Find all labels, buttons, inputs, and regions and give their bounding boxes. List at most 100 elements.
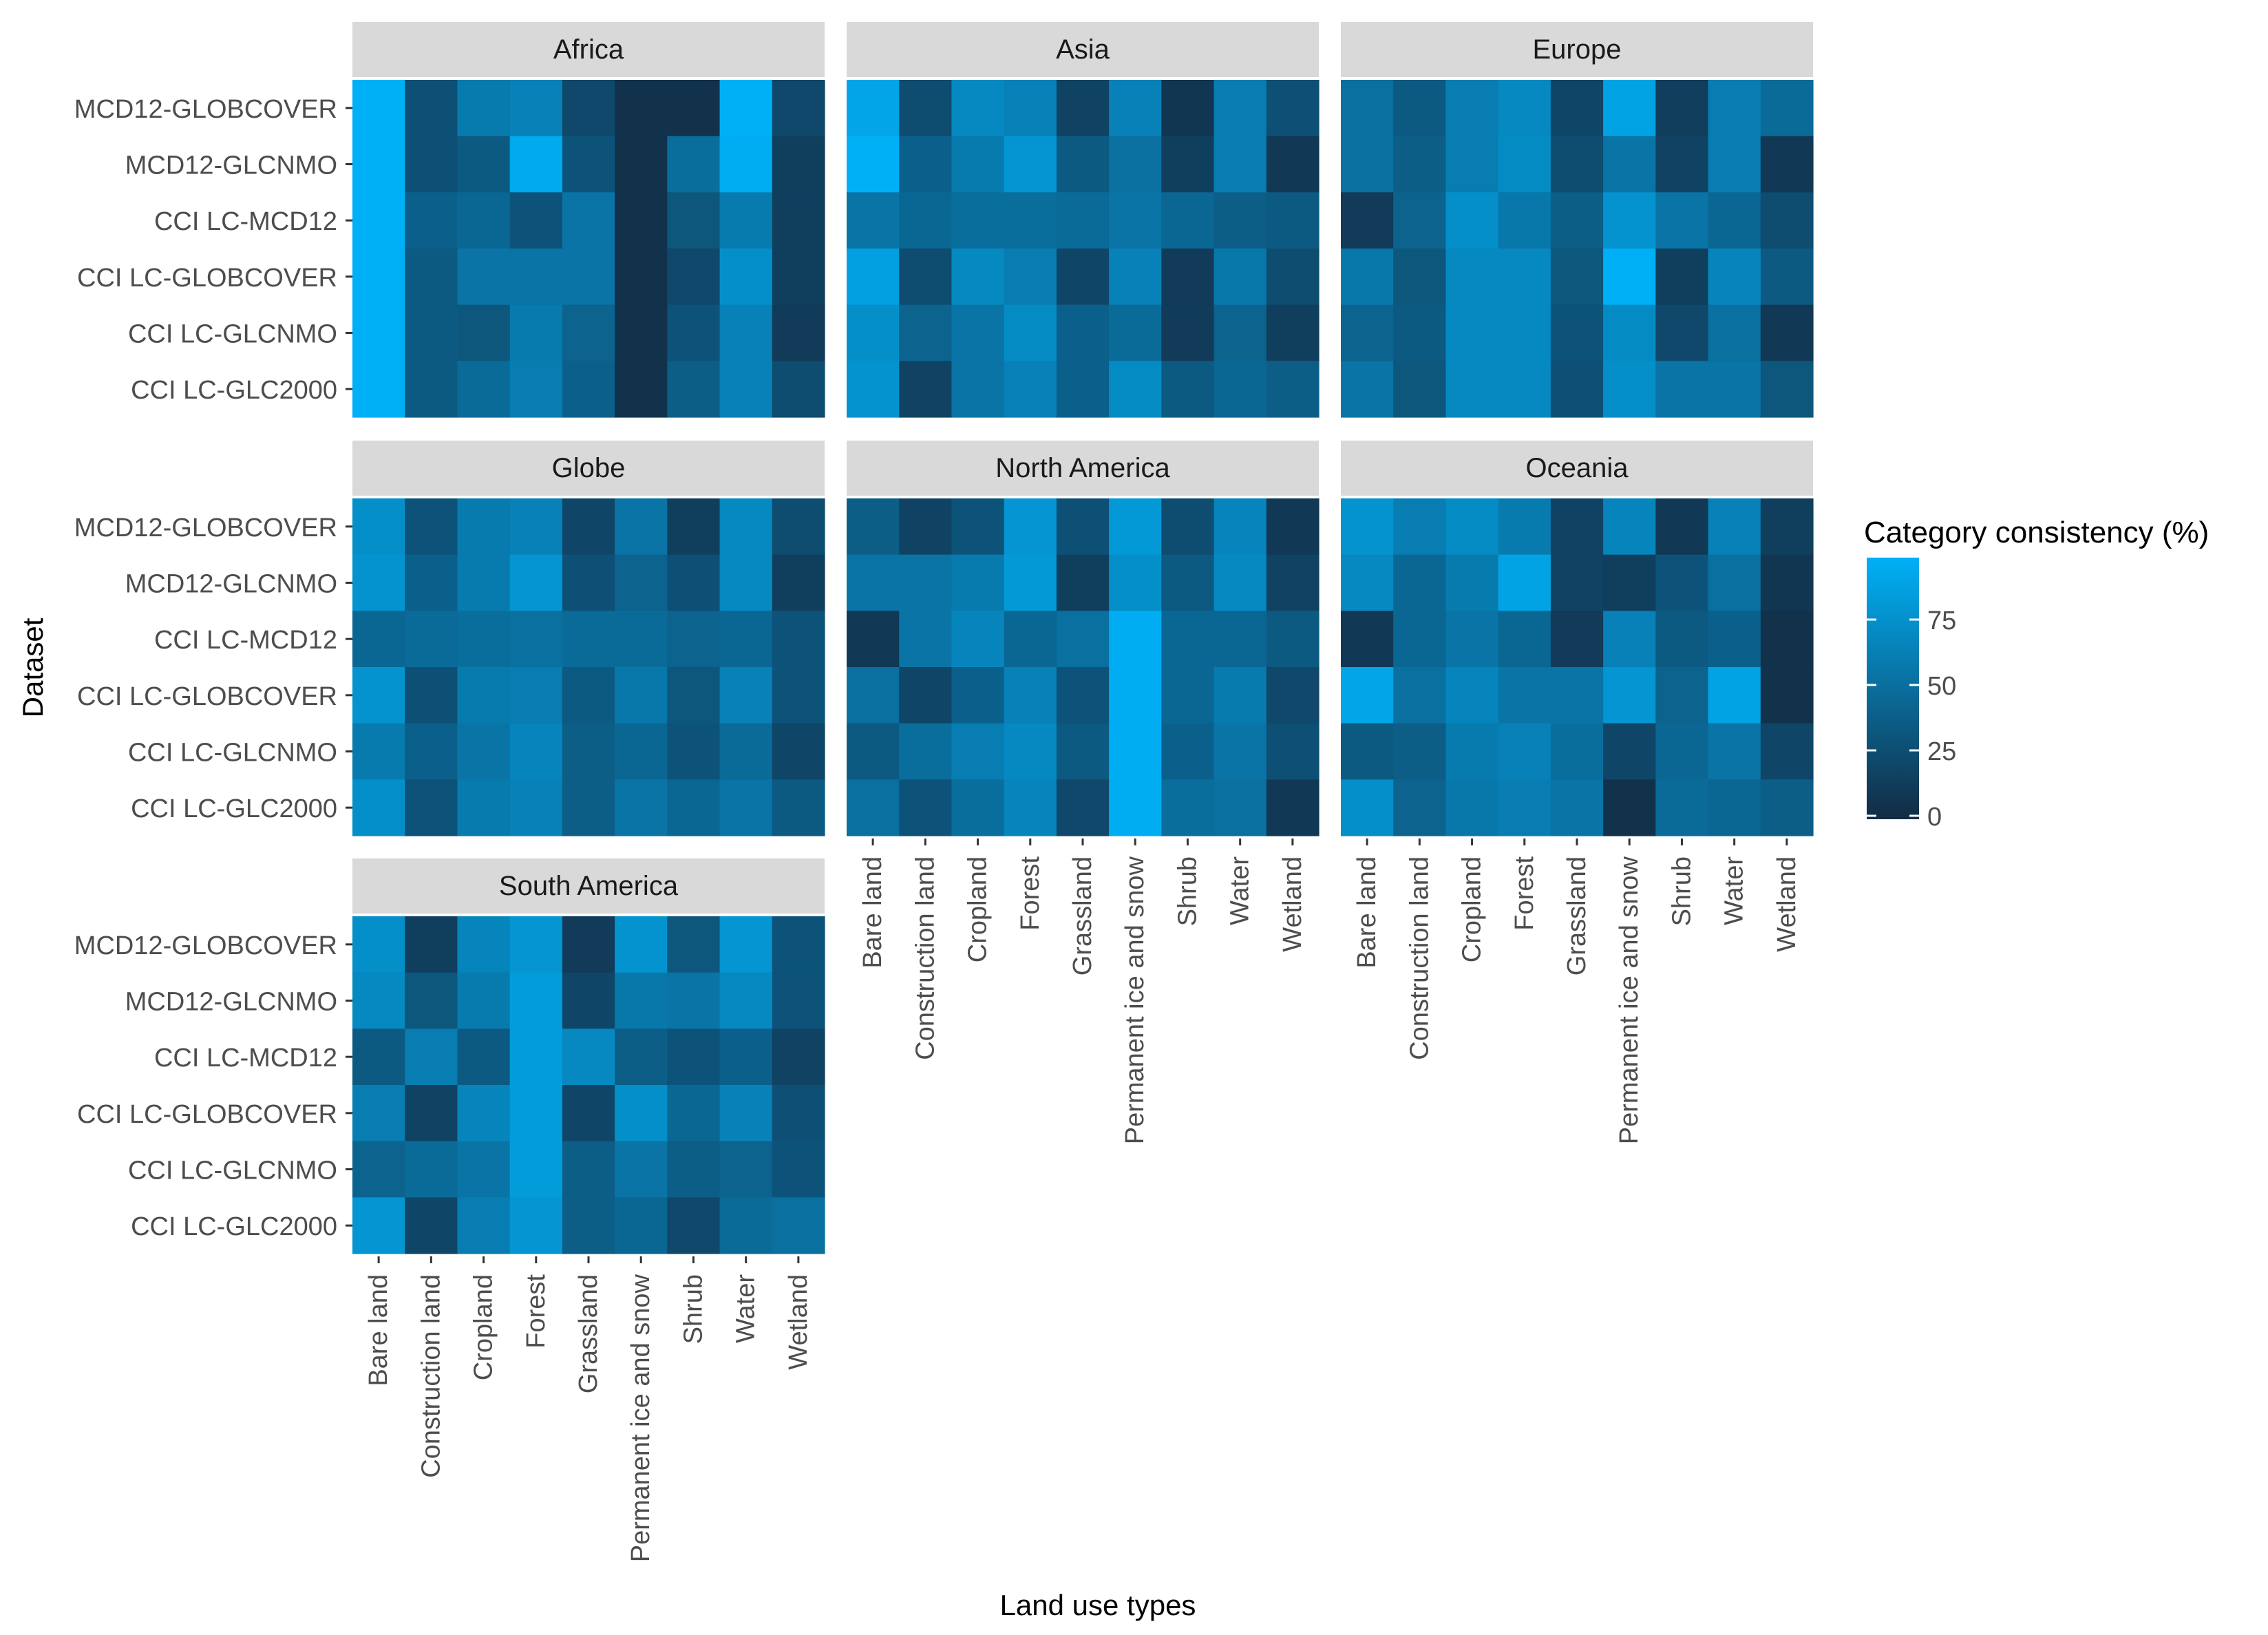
- x-tick-label: Bare land: [858, 856, 887, 969]
- heatmap-cell: [719, 554, 773, 611]
- heatmap-cell: [562, 554, 615, 611]
- heatmap-cell: [719, 972, 773, 1029]
- heatmap-cell: [899, 361, 953, 418]
- heatmap-cell: [1708, 554, 1761, 611]
- heatmap-cell: [667, 916, 721, 973]
- heatmap-cell: [951, 361, 1005, 418]
- heatmap-cell: [719, 1029, 773, 1086]
- heatmap-cell: [1056, 80, 1110, 137]
- heatmap-cell: [615, 1197, 668, 1254]
- heatmap-cell: [405, 136, 458, 193]
- facet-strip: [352, 22, 825, 77]
- panel-oceania: Oceania Bare land Construction land Croplan…: [1341, 441, 1814, 1144]
- heatmap-cell: [1550, 304, 1604, 361]
- heatmap-cell: [719, 667, 773, 724]
- heatmap-cell: [1498, 304, 1551, 361]
- legend-tick-label: 75: [1927, 606, 1956, 635]
- heatmap-cell: [615, 1029, 668, 1086]
- heatmap-cell: [1708, 723, 1761, 780]
- heatmap-cell: [1393, 80, 1447, 137]
- heatmap-cell: [1004, 249, 1057, 306]
- heatmap-cell: [772, 1197, 825, 1254]
- heatmap-cell: [1498, 554, 1551, 611]
- heatmap-cell: [352, 779, 405, 836]
- heatmap-cell: [352, 136, 405, 193]
- heatmap-cell: [847, 723, 900, 780]
- heatmap-cell: [405, 667, 458, 724]
- x-tick-label: Permanent ice and snow: [1121, 856, 1149, 1144]
- color-legend: Category consistency (%) 0 25 50 75: [1864, 516, 2209, 832]
- heatmap-cell: [719, 1197, 773, 1254]
- heatmap-cell: [615, 667, 668, 724]
- y-tick-label: MCD12-GLOBCOVER: [74, 95, 337, 124]
- heatmap-cell: [772, 972, 825, 1029]
- heatmap-cell: [615, 136, 668, 193]
- heatmap-cell: [667, 249, 721, 306]
- heatmap-cell: [1109, 498, 1162, 556]
- heatmap-cell: [899, 723, 953, 780]
- x-tick-label: Bare land: [364, 1274, 393, 1386]
- heatmap-cell: [1109, 80, 1162, 137]
- heatmap-cell: [352, 972, 405, 1029]
- heatmap-cell: [847, 667, 900, 724]
- heatmap-cell: [352, 1029, 405, 1086]
- heatmap-cell: [352, 723, 405, 780]
- heatmap-cell: [847, 136, 900, 193]
- heatmap-cell: [667, 136, 721, 193]
- facet-title: Europe: [1533, 34, 1622, 65]
- heatmap-cell: [1161, 361, 1215, 418]
- heatmap-cell: [509, 1197, 563, 1254]
- heatmap-cell: [1498, 249, 1551, 306]
- heatmap-cell: [457, 361, 511, 418]
- heatmap-cell: [1550, 249, 1604, 306]
- heatmap-cell: [772, 667, 825, 724]
- heatmap-cell: [1214, 667, 1267, 724]
- heatmap-cell: [562, 667, 615, 724]
- heatmap-cell: [1341, 554, 1394, 611]
- heatmap-cell: [615, 972, 668, 1029]
- x-tick-label: Grassland: [1562, 856, 1591, 975]
- heatmap-cell: [1109, 361, 1162, 418]
- heatmap-cell: [509, 1141, 563, 1198]
- heatmap-cell: [772, 136, 825, 193]
- heatmap-cell: [457, 192, 511, 249]
- heatmap-cell: [352, 1197, 405, 1254]
- heatmap-cell: [1655, 779, 1709, 836]
- heatmap-cell: [667, 1197, 721, 1254]
- heatmap-cell: [1004, 136, 1057, 193]
- heatmap-cell: [899, 80, 953, 137]
- heatmap-cell: [457, 1029, 511, 1086]
- heatmap-cell: [1056, 498, 1110, 556]
- heatmap-cell: [899, 498, 953, 556]
- y-tick-label: CCI LC-MCD12: [154, 1044, 337, 1073]
- x-tick-label: Permanent ice and snow: [626, 1274, 655, 1562]
- x-tick-label: Water: [1226, 856, 1255, 925]
- y-tick-label: MCD12-GLCNMO: [125, 570, 337, 599]
- legend-tick-label: 25: [1927, 737, 1956, 766]
- heatmap-cell: [457, 304, 511, 361]
- heatmap-cell: [1498, 361, 1551, 418]
- heatmap-cell: [1056, 611, 1110, 668]
- heatmap-cell: [1056, 361, 1110, 418]
- x-tick-label: Construction land: [911, 856, 940, 1060]
- heatmap-cell: [1393, 779, 1447, 836]
- heatmap-cell: [1056, 779, 1110, 836]
- heatmap-cell: [562, 249, 615, 306]
- heatmap-cell: [509, 1085, 563, 1142]
- heatmap-cell: [1550, 498, 1604, 556]
- heatmap-cell: [457, 80, 511, 137]
- facet-title: Africa: [553, 34, 624, 65]
- heatmap-cell: [1760, 192, 1814, 249]
- heatmap-cell: [719, 249, 773, 306]
- heatmap-cell: [615, 361, 668, 418]
- heatmap-cell: [352, 1085, 405, 1142]
- x-tick-label: Cropland: [469, 1274, 498, 1380]
- y-axis-title: Dataset: [17, 618, 49, 717]
- heatmap-cell: [772, 1141, 825, 1198]
- heatmap-cell: [667, 667, 721, 724]
- heatmap-cell: [719, 304, 773, 361]
- heatmap-cell: [1708, 667, 1761, 724]
- heatmap-cell: [1603, 136, 1656, 193]
- heatmap-cell: [1655, 192, 1709, 249]
